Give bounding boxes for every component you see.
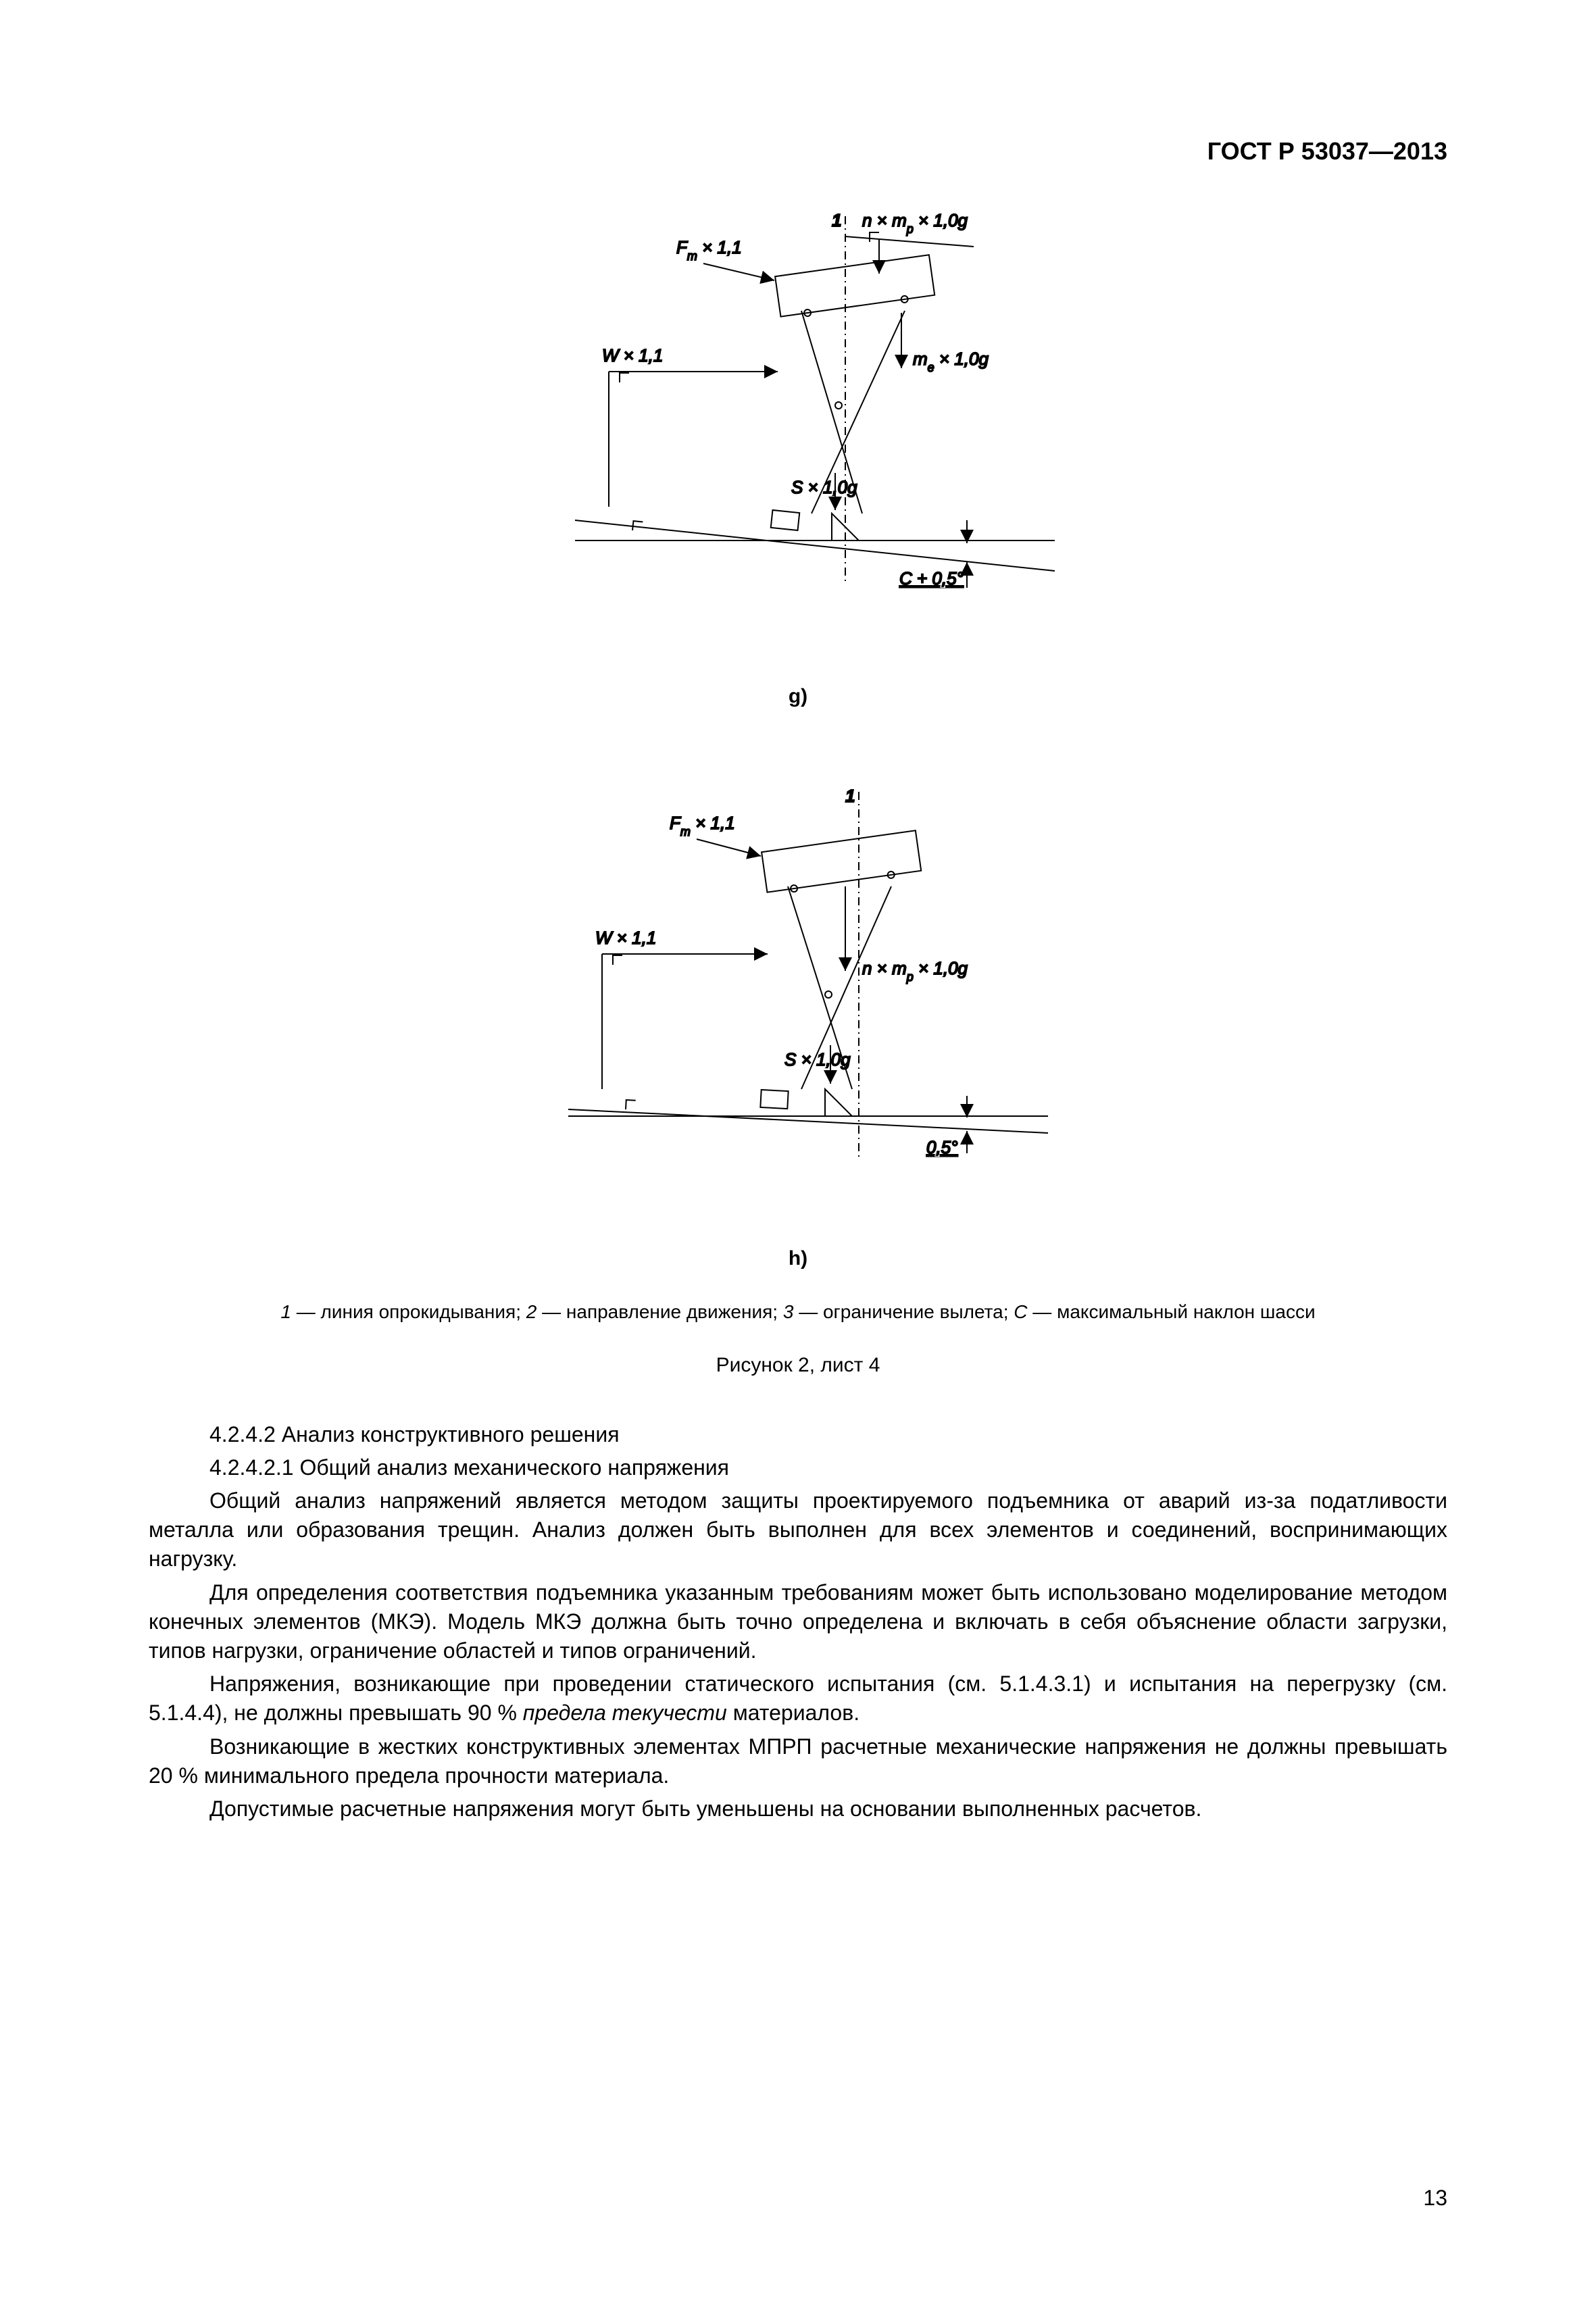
- paragraph-7: Допустимые расчетные напряжения могут бы…: [149, 1794, 1447, 1823]
- body-text: 4.2.4.2 Анализ конструктивного решения 4…: [149, 1420, 1447, 1823]
- page: ГОСТ Р 53037—2013 1 n × mp × 1,0g: [0, 0, 1596, 2314]
- legend-1: линия опрокидывания: [321, 1301, 516, 1322]
- figure-h: 1 Fm × 1,1 n × mp × 1,0g W: [149, 778, 1447, 1273]
- paragraph-5: Напряжения, возникающие при проведении с…: [149, 1669, 1447, 1728]
- fm-label-g: Fm × 1,1: [676, 237, 742, 263]
- axis-1-label: 1: [832, 210, 841, 230]
- legend-3: ограничение вылета: [823, 1301, 1003, 1322]
- section-4-2-4-2: 4.2.4.2 Анализ конструктивного решения: [149, 1420, 1447, 1449]
- paragraph-3: Общий анализ напряжений является методом…: [149, 1486, 1447, 1574]
- figure-legend: 1 — линия опрокидывания; 2 — направление…: [149, 1299, 1447, 1325]
- document-id: ГОСТ Р 53037—2013: [1207, 135, 1447, 168]
- axis-1-label-h: 1: [845, 786, 855, 806]
- me-label-g: me × 1,0g: [913, 349, 989, 374]
- w-label-g: W × 1,1: [602, 345, 663, 366]
- diagram-h: 1 Fm × 1,1 n × mp × 1,0g W: [494, 778, 1102, 1224]
- section-4-2-4-2-1: 4.2.4.2.1 Общий анализ механического нап…: [149, 1453, 1447, 1482]
- paragraph-4: Для определения соответствия подъемника …: [149, 1578, 1447, 1666]
- paragraph-6: Возникающие в жестких конструктивных эле…: [149, 1732, 1447, 1790]
- w-label-h: W × 1,1: [595, 928, 656, 948]
- s-label-g: S × 1,0g: [791, 477, 857, 497]
- figure-caption: Рисунок 2, лист 4: [149, 1352, 1447, 1380]
- s-label-h: S × 1,0g: [784, 1049, 851, 1070]
- legend-2: направление движения: [566, 1301, 772, 1322]
- angle-label-h: 0,5°: [926, 1137, 958, 1157]
- angle-label-g: C + 0,5°: [899, 568, 964, 588]
- fm-label-h: Fm × 1,1: [670, 813, 735, 838]
- figure-g: 1 n × mp × 1,0g Fm × 1,1: [149, 203, 1447, 711]
- diagram-g: 1 n × mp × 1,0g Fm × 1,1: [494, 203, 1102, 662]
- nmp-label-h: n × mp × 1,0g: [862, 958, 968, 984]
- page-number: 13: [1423, 2184, 1447, 2213]
- figure-g-label: g): [149, 683, 1447, 711]
- figure-h-label: h): [149, 1245, 1447, 1273]
- legend-c: максимальный наклон шасси: [1057, 1301, 1316, 1322]
